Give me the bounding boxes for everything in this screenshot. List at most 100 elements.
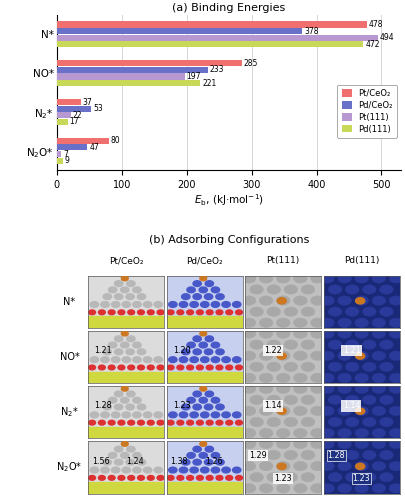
Circle shape: [143, 412, 152, 418]
Text: N$_2$*: N$_2$*: [60, 406, 79, 419]
Circle shape: [276, 274, 290, 283]
Circle shape: [137, 460, 146, 465]
Circle shape: [277, 353, 286, 359]
Circle shape: [126, 460, 134, 465]
Circle shape: [321, 329, 335, 338]
Circle shape: [133, 287, 141, 292]
Circle shape: [321, 384, 335, 394]
Circle shape: [284, 340, 298, 349]
Circle shape: [355, 274, 369, 283]
Circle shape: [157, 476, 164, 480]
Circle shape: [128, 365, 134, 370]
Circle shape: [187, 342, 195, 348]
Circle shape: [301, 340, 315, 349]
Circle shape: [126, 349, 134, 354]
Circle shape: [355, 384, 369, 394]
Circle shape: [389, 274, 403, 283]
Circle shape: [138, 365, 145, 370]
Circle shape: [345, 472, 359, 482]
Circle shape: [181, 294, 190, 300]
Bar: [57, 106, 91, 112]
Circle shape: [111, 412, 120, 418]
Circle shape: [167, 420, 174, 425]
Circle shape: [389, 428, 403, 438]
Circle shape: [205, 391, 213, 397]
Circle shape: [345, 340, 359, 349]
Circle shape: [276, 373, 290, 382]
Circle shape: [267, 362, 281, 372]
Circle shape: [236, 476, 243, 480]
Circle shape: [89, 420, 96, 425]
Circle shape: [294, 329, 307, 338]
Circle shape: [154, 302, 162, 308]
Text: 1.29: 1.29: [249, 452, 267, 460]
Circle shape: [126, 404, 134, 410]
Text: 197: 197: [187, 72, 201, 81]
Circle shape: [126, 294, 134, 300]
Circle shape: [200, 442, 207, 446]
Circle shape: [200, 386, 207, 391]
Circle shape: [311, 384, 324, 394]
Circle shape: [372, 406, 386, 415]
Circle shape: [242, 428, 256, 438]
Circle shape: [222, 357, 230, 362]
Circle shape: [242, 484, 256, 493]
Circle shape: [133, 302, 141, 308]
Circle shape: [121, 287, 129, 292]
Circle shape: [379, 395, 393, 404]
Circle shape: [294, 384, 307, 394]
Circle shape: [294, 406, 307, 415]
Circle shape: [355, 318, 369, 328]
Circle shape: [328, 362, 342, 372]
Circle shape: [328, 395, 342, 404]
Circle shape: [122, 386, 128, 391]
Circle shape: [101, 467, 109, 473]
Circle shape: [294, 296, 307, 306]
Circle shape: [284, 418, 298, 426]
Text: 478: 478: [369, 20, 384, 29]
Circle shape: [200, 412, 209, 418]
Text: 378: 378: [304, 26, 319, 36]
Circle shape: [338, 462, 352, 471]
Circle shape: [301, 307, 315, 316]
Circle shape: [128, 420, 134, 425]
Circle shape: [187, 398, 195, 403]
Circle shape: [177, 420, 184, 425]
Circle shape: [157, 310, 164, 314]
Circle shape: [167, 310, 174, 314]
Circle shape: [242, 318, 256, 328]
Circle shape: [389, 462, 403, 471]
Circle shape: [236, 365, 243, 370]
Circle shape: [356, 463, 365, 469]
Circle shape: [103, 294, 111, 300]
Circle shape: [321, 373, 335, 382]
Circle shape: [242, 406, 256, 415]
Circle shape: [311, 351, 324, 360]
Circle shape: [276, 329, 290, 338]
Circle shape: [328, 472, 342, 482]
Circle shape: [193, 280, 201, 286]
Circle shape: [222, 412, 230, 418]
Circle shape: [250, 418, 264, 426]
Circle shape: [200, 357, 209, 362]
Text: 1.56: 1.56: [92, 456, 110, 466]
Circle shape: [179, 302, 188, 308]
Circle shape: [259, 373, 273, 382]
Circle shape: [284, 395, 298, 404]
Circle shape: [154, 412, 162, 418]
Circle shape: [284, 362, 298, 372]
Circle shape: [205, 294, 213, 300]
X-axis label: $E_\mathrm{b}$, (kJ·mol$^{-1}$): $E_\mathrm{b}$, (kJ·mol$^{-1}$): [194, 192, 264, 208]
Circle shape: [138, 310, 145, 314]
Circle shape: [355, 329, 369, 338]
Circle shape: [338, 384, 352, 394]
Circle shape: [379, 307, 393, 316]
Circle shape: [211, 452, 220, 458]
Bar: [57, 151, 61, 157]
Circle shape: [321, 428, 335, 438]
Circle shape: [267, 307, 281, 316]
Circle shape: [294, 373, 307, 382]
Circle shape: [181, 349, 190, 354]
Circle shape: [193, 349, 201, 354]
Circle shape: [211, 412, 220, 418]
